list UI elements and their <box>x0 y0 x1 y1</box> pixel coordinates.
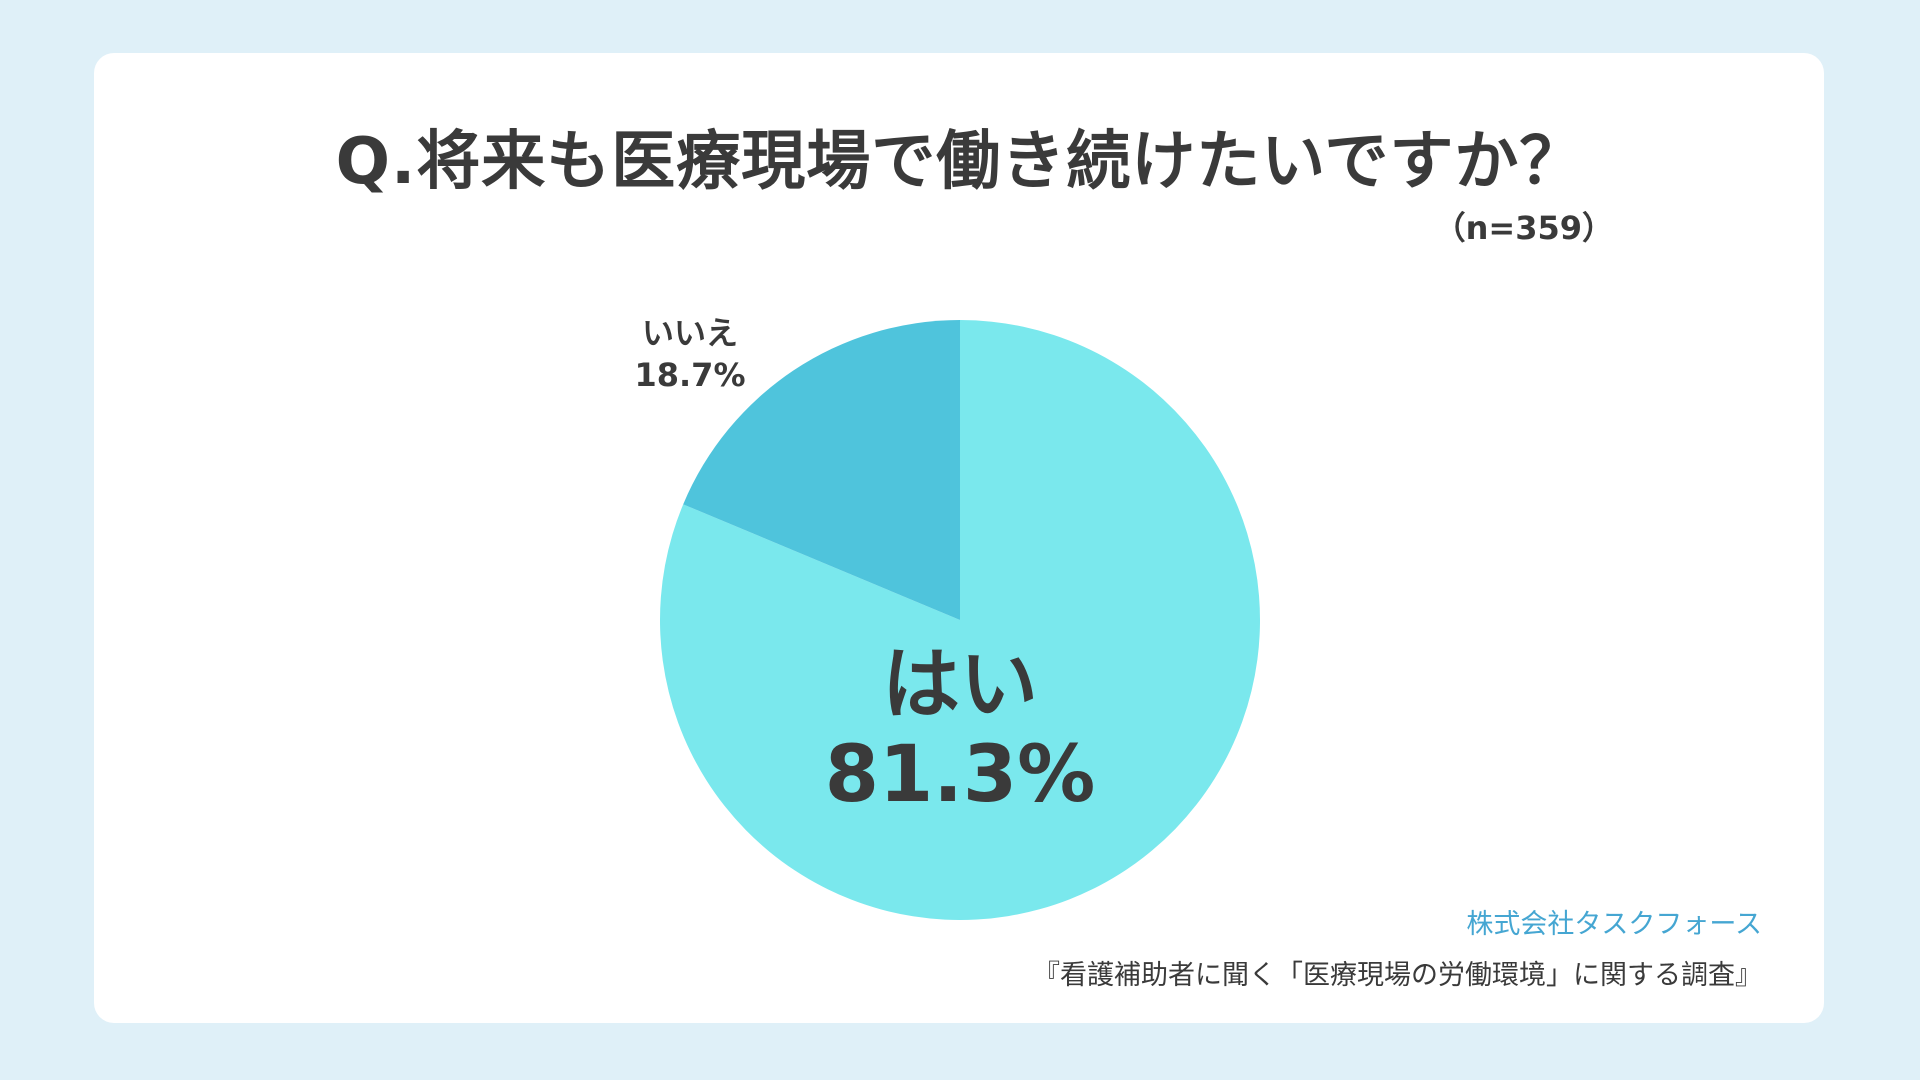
pie-slice-no <box>683 320 960 620</box>
slice-label-no: いいえ 18.7% <box>620 312 760 396</box>
chart-title: Q.将来も医療現場で働き続けたいですか？ <box>335 125 1585 199</box>
slice-label-no-name: いいえ <box>641 314 738 352</box>
slice-label-yes-value: 81.3% <box>824 730 1096 820</box>
sample-size-label: （n=359） <box>1433 209 1614 247</box>
slice-label-no-value: 18.7% <box>634 356 746 394</box>
pie-slice-yes <box>660 320 1260 920</box>
slice-label-yes-name: はい <box>881 640 1038 730</box>
credit-survey: 『看護補助者に聞く「医療現場の労働環境」に関する調査』 <box>1033 960 1762 991</box>
credit-company: 株式会社タスクフォース <box>1466 909 1762 940</box>
slice-label-yes: はい 81.3% <box>810 640 1110 820</box>
